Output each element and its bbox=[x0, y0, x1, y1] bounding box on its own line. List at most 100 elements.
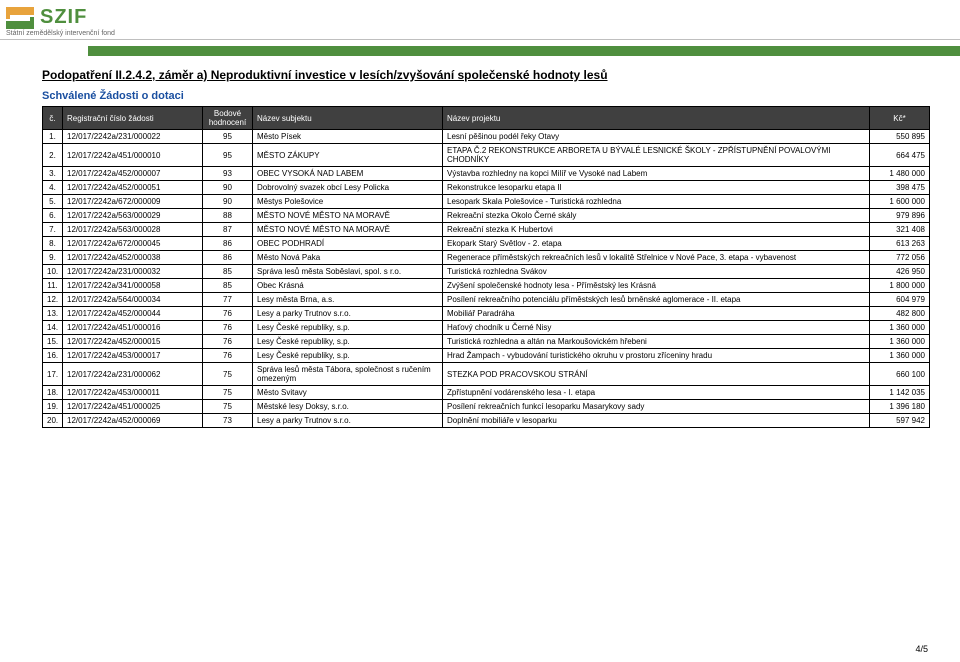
cell-index: 17. bbox=[43, 363, 63, 386]
cell-registration: 12/017/2242a/451/000010 bbox=[63, 144, 203, 167]
cell-subject: Dobrovolný svazek obcí Lesy Policka bbox=[253, 181, 443, 195]
table-row: 16.12/017/2242a/453/00001776Lesy České r… bbox=[43, 349, 930, 363]
table-row: 17.12/017/2242a/231/00006275Správa lesů … bbox=[43, 363, 930, 386]
cell-subject: Obec Krásná bbox=[253, 279, 443, 293]
cell-score: 90 bbox=[203, 195, 253, 209]
table-row: 18.12/017/2242a/453/00001175Město Svitav… bbox=[43, 386, 930, 400]
cell-index: 10. bbox=[43, 265, 63, 279]
cell-index: 15. bbox=[43, 335, 63, 349]
cell-project: Turistická rozhledna Svákov bbox=[443, 265, 870, 279]
cell-registration: 12/017/2242a/452/000051 bbox=[63, 181, 203, 195]
cell-project: Hrad Žampach - vybudování turistického o… bbox=[443, 349, 870, 363]
cell-registration: 12/017/2242a/452/000038 bbox=[63, 251, 203, 265]
table-row: 9.12/017/2242a/452/00003886Město Nová Pa… bbox=[43, 251, 930, 265]
cell-registration: 12/017/2242a/563/000028 bbox=[63, 223, 203, 237]
cell-amount: 550 895 bbox=[870, 130, 930, 144]
table-body: 1.12/017/2242a/231/00002295Město PísekLe… bbox=[43, 130, 930, 428]
cell-subject: Lesy a parky Trutnov s.r.o. bbox=[253, 307, 443, 321]
cell-score: 88 bbox=[203, 209, 253, 223]
cell-subject: Lesy České republiky, s.p. bbox=[253, 349, 443, 363]
cell-amount: 1 600 000 bbox=[870, 195, 930, 209]
cell-index: 11. bbox=[43, 279, 63, 293]
table-row: 4.12/017/2242a/452/00005190Dobrovolný sv… bbox=[43, 181, 930, 195]
table-row: 1.12/017/2242a/231/00002295Město PísekLe… bbox=[43, 130, 930, 144]
cell-index: 9. bbox=[43, 251, 63, 265]
table-header-row: č. Registrační číslo žádosti Bodové hodn… bbox=[43, 107, 930, 130]
table-head: č. Registrační číslo žádosti Bodové hodn… bbox=[43, 107, 930, 130]
cell-registration: 12/017/2242a/452/000015 bbox=[63, 335, 203, 349]
table-row: 7.12/017/2242a/563/00002887MĚSTO NOVÉ MĚ… bbox=[43, 223, 930, 237]
cell-index: 5. bbox=[43, 195, 63, 209]
cell-subject: Lesy a parky Trutnov s.r.o. bbox=[253, 414, 443, 428]
cell-score: 87 bbox=[203, 223, 253, 237]
cell-registration: 12/017/2242a/231/000062 bbox=[63, 363, 203, 386]
table-row: 19.12/017/2242a/451/00002575Městské lesy… bbox=[43, 400, 930, 414]
table-row: 2.12/017/2242a/451/00001095MĚSTO ZÁKUPYE… bbox=[43, 144, 930, 167]
page-number: 4/5 bbox=[915, 644, 928, 654]
brand-subtitle: Státní zemědělský intervenční fond bbox=[6, 30, 115, 37]
cell-amount: 1 800 000 bbox=[870, 279, 930, 293]
cell-amount: 664 475 bbox=[870, 144, 930, 167]
cell-subject: Lesy města Brna, a.s. bbox=[253, 293, 443, 307]
cell-score: 75 bbox=[203, 386, 253, 400]
cell-registration: 12/017/2242a/452/000069 bbox=[63, 414, 203, 428]
cell-project: Lesopark Skala Polešovice - Turistická r… bbox=[443, 195, 870, 209]
th-index: č. bbox=[43, 107, 63, 130]
cell-amount: 1 360 000 bbox=[870, 349, 930, 363]
cell-registration: 12/017/2242a/672/000009 bbox=[63, 195, 203, 209]
cell-index: 4. bbox=[43, 181, 63, 195]
cell-index: 3. bbox=[43, 167, 63, 181]
cell-index: 2. bbox=[43, 144, 63, 167]
cell-index: 18. bbox=[43, 386, 63, 400]
cell-project: Mobiliář Paradráha bbox=[443, 307, 870, 321]
cell-subject: Správa lesů města Soběslavi, spol. s r.o… bbox=[253, 265, 443, 279]
cell-score: 86 bbox=[203, 237, 253, 251]
cell-subject: OBEC VYSOKÁ NAD LABEM bbox=[253, 167, 443, 181]
cell-index: 7. bbox=[43, 223, 63, 237]
cell-subject: Městys Polešovice bbox=[253, 195, 443, 209]
cell-subject: OBEC PODHRADÍ bbox=[253, 237, 443, 251]
cell-score: 75 bbox=[203, 400, 253, 414]
cell-subject: Město Nová Paka bbox=[253, 251, 443, 265]
cell-project: Lesní pěšinou podél řeky Otavy bbox=[443, 130, 870, 144]
cell-project: Zvýšení společenské hodnoty lesa - Přímě… bbox=[443, 279, 870, 293]
cell-project: Rekreační stezka Okolo Černé skály bbox=[443, 209, 870, 223]
cell-subject: Město Písek bbox=[253, 130, 443, 144]
cell-amount: 1 360 000 bbox=[870, 321, 930, 335]
cell-score: 76 bbox=[203, 349, 253, 363]
cell-registration: 12/017/2242a/341/000058 bbox=[63, 279, 203, 293]
cell-amount: 604 979 bbox=[870, 293, 930, 307]
cell-score: 73 bbox=[203, 414, 253, 428]
cell-score: 90 bbox=[203, 181, 253, 195]
cell-registration: 12/017/2242a/564/000034 bbox=[63, 293, 203, 307]
page-header: SZIF Státní zemědělský intervenční fond bbox=[0, 0, 960, 40]
cell-index: 20. bbox=[43, 414, 63, 428]
cell-subject: MĚSTO NOVÉ MĚSTO NA MORAVĚ bbox=[253, 209, 443, 223]
cell-registration: 12/017/2242a/451/000016 bbox=[63, 321, 203, 335]
cell-project: Turistická rozhledna a altán na Markoušo… bbox=[443, 335, 870, 349]
table-row: 20.12/017/2242a/452/00006973Lesy a parky… bbox=[43, 414, 930, 428]
table-row: 13.12/017/2242a/452/00004476Lesy a parky… bbox=[43, 307, 930, 321]
table-row: 14.12/017/2242a/451/00001676Lesy České r… bbox=[43, 321, 930, 335]
szif-logo-icon bbox=[6, 7, 34, 29]
cell-score: 76 bbox=[203, 307, 253, 321]
cell-project: Rekreační stezka K Hubertovi bbox=[443, 223, 870, 237]
cell-registration: 12/017/2242a/452/000007 bbox=[63, 167, 203, 181]
cell-project: Regenerace příměstských rekreačních lesů… bbox=[443, 251, 870, 265]
table-row: 5.12/017/2242a/672/00000990Městys Polešo… bbox=[43, 195, 930, 209]
table-row: 10.12/017/2242a/231/00003285Správa lesů … bbox=[43, 265, 930, 279]
table-row: 15.12/017/2242a/452/00001576Lesy České r… bbox=[43, 335, 930, 349]
cell-amount: 426 950 bbox=[870, 265, 930, 279]
cell-project: Ekopark Starý Světlov - 2. etapa bbox=[443, 237, 870, 251]
cell-registration: 12/017/2242a/231/000032 bbox=[63, 265, 203, 279]
cell-score: 86 bbox=[203, 251, 253, 265]
cell-score: 95 bbox=[203, 144, 253, 167]
cell-project: Posílení rekreačního potenciálu příměsts… bbox=[443, 293, 870, 307]
cell-registration: 12/017/2242a/453/000011 bbox=[63, 386, 203, 400]
cell-amount: 660 100 bbox=[870, 363, 930, 386]
table-row: 11.12/017/2242a/341/00005885Obec KrásnáZ… bbox=[43, 279, 930, 293]
cell-amount: 772 056 bbox=[870, 251, 930, 265]
cell-score: 76 bbox=[203, 321, 253, 335]
cell-amount: 613 263 bbox=[870, 237, 930, 251]
cell-subject: MĚSTO NOVÉ MĚSTO NA MORAVĚ bbox=[253, 223, 443, 237]
